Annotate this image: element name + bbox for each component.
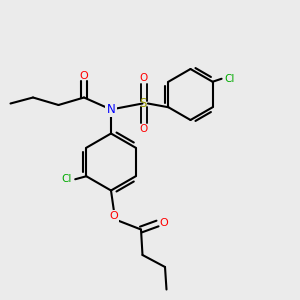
Text: N: N [106, 103, 116, 116]
Text: O: O [110, 211, 118, 221]
Text: O: O [159, 218, 168, 229]
Text: O: O [80, 70, 88, 81]
Text: O: O [140, 124, 148, 134]
Text: Cl: Cl [61, 174, 72, 184]
Text: Cl: Cl [225, 74, 235, 84]
Text: O: O [140, 73, 148, 83]
Text: S: S [139, 97, 146, 110]
